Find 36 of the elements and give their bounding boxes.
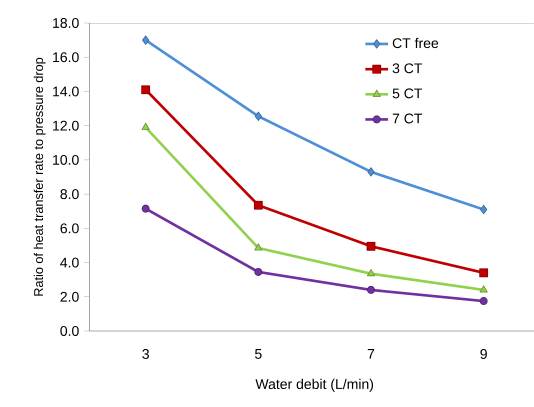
y-tick-label: 12.0 [53,120,79,131]
y-tick-label: 16.0 [53,52,79,62]
x-tick-label: 7 [368,349,374,359]
y-tick-label: 2.0 [60,292,79,302]
point [367,286,375,294]
point [367,167,375,177]
point [142,122,150,130]
x-tick-label: 3 [142,349,149,359]
legend-label: 5 CT [392,88,422,98]
y-tick-label: 0.0 [60,326,79,336]
legend-label: 7 CT [392,114,422,124]
y-tick-label: 4.0 [60,258,79,268]
point [366,269,376,276]
legend-label: 3 CT [392,63,422,74]
point [479,268,488,278]
point [254,200,263,210]
x-axis-title: Water debit (L/min) [255,378,374,392]
point [142,35,150,45]
legend-label: CT free [392,38,438,48]
point [254,112,262,121]
point [254,243,262,251]
point [142,204,150,213]
y-tick-label: 8.0 [60,189,79,200]
y-tick-label: 18.0 [53,18,79,28]
point [141,85,150,94]
y-tick-label: 10.0 [53,154,79,165]
point [254,268,262,276]
point [480,297,488,306]
point [480,285,488,292]
point [480,204,488,214]
y-tick-label: 14.0 [53,86,79,96]
y-tick-label: 6.0 [60,223,79,234]
x-tick-label: 9 [480,349,487,359]
y-axis-title: Ratio of heat transfer rate to pressure drop [34,58,46,296]
point [366,242,376,251]
x-tick-label: 5 [255,349,262,359]
